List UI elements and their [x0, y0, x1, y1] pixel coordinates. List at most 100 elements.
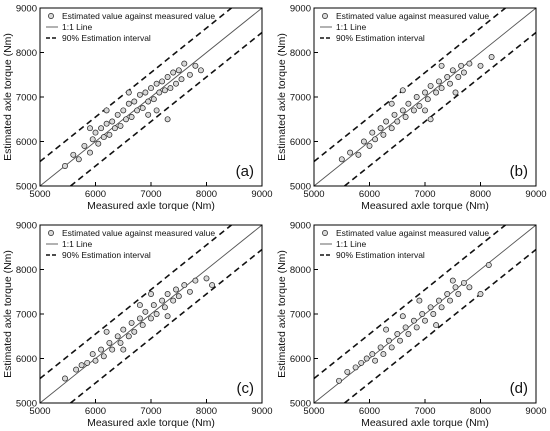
- data-point: [139, 105, 146, 112]
- legend-label-interval: 90% Estimation interval: [336, 33, 425, 43]
- data-point: [444, 291, 451, 297]
- data-point: [70, 151, 77, 158]
- data-point: [355, 151, 362, 158]
- y-tick-label: 6000: [16, 137, 37, 148]
- data-point: [438, 62, 445, 69]
- y-tick-label: 9000: [16, 4, 37, 15]
- data-point: [148, 85, 154, 92]
- data-point: [111, 125, 118, 132]
- data-point: [109, 118, 116, 125]
- data-point: [366, 142, 373, 149]
- data-point: [142, 308, 149, 315]
- interval-lower-line: [344, 248, 536, 403]
- chart-panel-a: 5000 6000 7000 8000 9000 5000 6000 7000 8000 9000…: [2, 4, 273, 213]
- legend-label-interval: 90% Estimation interval: [336, 250, 425, 260]
- data-point: [106, 131, 113, 138]
- y-tick-label: 9000: [16, 221, 37, 232]
- data-point: [197, 67, 204, 74]
- data-point: [419, 311, 426, 317]
- y-tick-label: 5000: [16, 399, 37, 410]
- data-point: [89, 136, 96, 143]
- x-tick-label: 7000: [414, 406, 435, 417]
- legend-label-points: Estimated value against measured value: [62, 228, 215, 238]
- data-point: [402, 324, 409, 331]
- x-tick-label: 9000: [251, 406, 272, 417]
- data-point: [444, 74, 451, 80]
- data-point: [405, 100, 412, 107]
- data-point: [344, 368, 351, 375]
- y-tick-label: 5000: [16, 182, 37, 193]
- x-tick-label: 6000: [359, 406, 380, 417]
- data-point: [416, 102, 423, 109]
- data-point: [114, 111, 121, 118]
- legend-marker-points: [48, 230, 54, 236]
- data-point: [186, 288, 193, 295]
- data-point: [159, 78, 166, 85]
- data-point: [170, 297, 177, 304]
- data-point: [394, 118, 401, 125]
- data-point: [209, 282, 216, 289]
- data-point: [161, 87, 168, 94]
- data-point: [435, 297, 442, 304]
- data-point: [81, 142, 88, 149]
- data-point: [148, 291, 154, 297]
- data-point: [402, 114, 409, 120]
- legend-label-line: 1:1 Line: [62, 239, 93, 249]
- x-tick-label: 8000: [470, 189, 491, 200]
- data-point: [117, 122, 124, 129]
- data-point: [397, 337, 403, 344]
- y-tick-label: 8000: [16, 48, 37, 59]
- data-point: [410, 107, 417, 114]
- x-axis-label: Measured axle torque (Nm): [361, 417, 489, 429]
- data-point: [192, 277, 199, 284]
- legend-label-interval: 90% Estimation interval: [62, 250, 151, 260]
- panel-label: (a): [236, 163, 254, 180]
- data-point: [488, 54, 495, 60]
- data-point: [372, 357, 379, 364]
- data-point: [391, 111, 398, 118]
- legend-marker-points: [322, 13, 328, 19]
- data-point: [338, 156, 345, 163]
- data-point: [98, 125, 105, 132]
- data-point: [458, 62, 465, 69]
- reference-lines: [314, 8, 536, 186]
- legend: Estimated value against measured value1:…: [46, 11, 215, 43]
- data-point: [192, 62, 199, 69]
- data-point: [103, 328, 110, 335]
- chart-panel-c: 5000 6000 7000 8000 9000 5000 6000 7000 8000 9000…: [2, 221, 273, 430]
- y-axis-label: Estimated axle torque (Nm): [276, 33, 288, 161]
- data-point: [173, 80, 179, 87]
- data-point: [452, 284, 459, 291]
- x-tick-label: 6000: [359, 189, 380, 200]
- data-point: [416, 297, 423, 304]
- legend-marker-points: [48, 13, 54, 19]
- data-point: [449, 67, 456, 74]
- data-point: [466, 60, 473, 67]
- legend: Estimated value against measured value1:…: [320, 228, 489, 260]
- y-tick-label: 6000: [16, 354, 37, 365]
- data-point: [447, 80, 453, 87]
- data-point: [120, 346, 127, 353]
- y-tick-label: 9000: [290, 221, 311, 232]
- data-point: [383, 118, 390, 125]
- legend-label-line: 1:1 Line: [336, 22, 367, 32]
- data-point: [62, 163, 68, 169]
- legend-label-interval: 90% Estimation interval: [62, 33, 151, 43]
- x-tick-label: 8000: [470, 406, 491, 417]
- data-point: [383, 326, 390, 333]
- data-points: [62, 60, 204, 169]
- data-points: [62, 275, 216, 382]
- data-point: [369, 351, 376, 358]
- data-point: [377, 125, 384, 132]
- legend-label-line: 1:1 Line: [336, 239, 367, 249]
- panel-label: (d): [510, 380, 528, 397]
- data-point: [380, 131, 387, 138]
- y-tick-label: 8000: [290, 265, 311, 276]
- data-point: [139, 322, 146, 329]
- data-point: [413, 324, 420, 331]
- y-tick-label: 9000: [290, 4, 311, 15]
- data-point: [427, 116, 434, 123]
- data-point: [477, 291, 484, 297]
- x-axis-label: Measured axle torque (Nm): [361, 200, 489, 212]
